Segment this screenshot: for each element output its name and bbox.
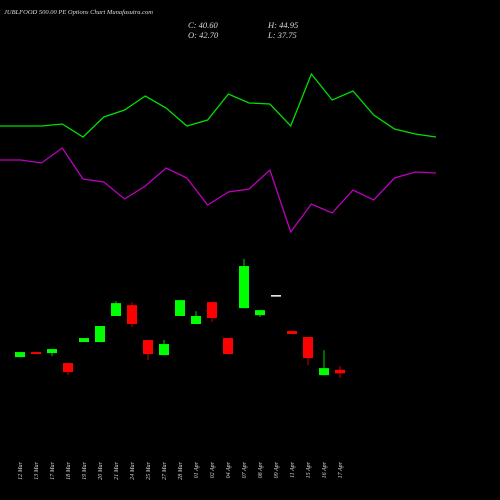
x-tick-label: 13 Mar [34,461,40,479]
x-tick-label: 20 Mar [98,461,104,479]
candle-body [31,352,41,355]
chart-title: JUBLFOOD 500.00 PE Options Chart Munafas… [4,9,153,16]
candle-body [111,303,121,316]
x-tick-label: 11 Apr [290,461,296,478]
x-tick-label: 24 Mar [129,461,136,479]
ohlc-open: O: 42.70 [188,30,219,40]
candle-body [239,266,249,309]
x-tick-label: 17 Mar [50,461,56,479]
x-tick-label: 19 Mar [82,461,88,479]
candle-body [303,337,313,359]
x-tick-label: 27 Mar [162,461,168,479]
candle-body [79,338,89,343]
candle-body [335,369,345,374]
candle-body [191,315,201,325]
candle-body [143,340,153,355]
candle-body [207,302,217,318]
x-tick-label: 02 Apr [210,461,216,478]
ohlc-close: C: 40.60 [188,20,219,30]
candle-body [223,338,233,355]
x-tick-label: 18 Mar [66,461,72,479]
x-tick-label: 12 Mar [18,461,24,479]
candle-body [127,305,137,325]
candle-body [47,349,57,354]
x-tick-label: 04 Apr [225,461,232,478]
candle-body [287,331,297,335]
ohlc-low: L: 37.75 [267,30,297,40]
candle-body [95,326,105,343]
x-tick-label: 21 Mar [114,461,120,479]
candle-body [271,295,281,297]
x-tick-label: 01 Apr [194,461,200,478]
x-tick-label: 08 Apr [258,461,264,478]
x-tick-label: 09 Apr [274,461,280,478]
candle-body [175,300,185,316]
indicator-line [0,72,437,138]
candle-body [63,363,73,373]
x-tick-label: 25 Mar [146,461,152,479]
x-tick-label: 28 Mar [178,461,184,479]
indicator-line [0,147,437,234]
candle-body [319,368,329,376]
x-tick-label: 15 Apr [306,461,312,478]
x-tick-label: 07 Apr [242,461,248,478]
candle-body [15,352,25,358]
ohlc-high: H: 44.95 [267,20,298,30]
x-tick-label: 16 Apr [322,461,328,478]
candle-body [255,310,265,316]
x-tick-label: 17 Apr [338,461,344,478]
candle-body [159,344,169,356]
